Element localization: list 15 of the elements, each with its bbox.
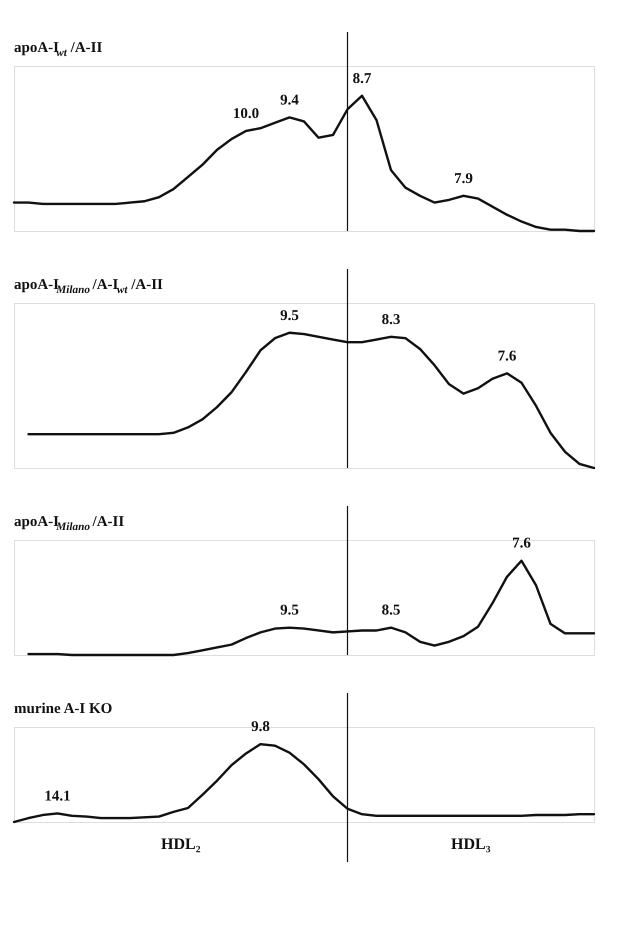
chart-title: murine A-I KO xyxy=(14,701,112,717)
text: 8.7 xyxy=(352,70,372,87)
text: 8.3 xyxy=(382,312,400,328)
annotation: 8.5 xyxy=(382,602,400,619)
annotation: 10.0 xyxy=(232,106,260,122)
text: 7.6 xyxy=(512,536,532,552)
annotation: 7.9 xyxy=(454,170,473,187)
text: 9.8 xyxy=(251,719,270,736)
annotation: 9.4 xyxy=(280,92,300,108)
annotation: 14.1 xyxy=(44,788,71,804)
text: HDL₂ xyxy=(161,836,201,853)
text: HDL₃ xyxy=(451,836,491,853)
annotation: 9.5 xyxy=(280,602,299,619)
annotation: 7.6 xyxy=(498,348,517,364)
text: 9.5 xyxy=(280,308,299,324)
